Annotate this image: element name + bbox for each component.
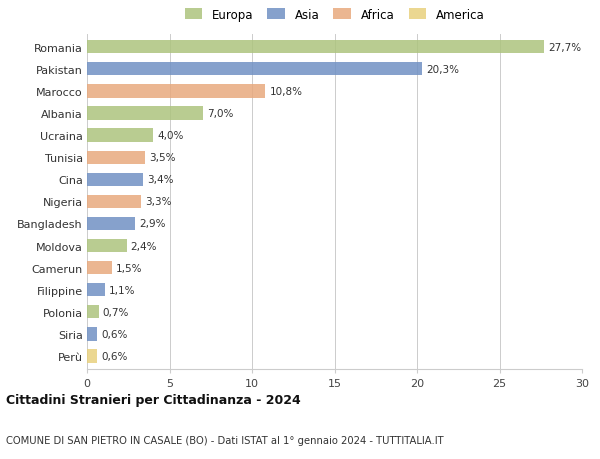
Bar [87,63,422,76]
Text: 2,4%: 2,4% [131,241,157,251]
Bar [87,107,203,120]
Bar [87,196,142,208]
Text: 1,1%: 1,1% [109,285,136,295]
Text: 1,5%: 1,5% [116,263,142,273]
Bar [87,350,97,363]
Text: 7,0%: 7,0% [206,109,233,119]
Text: 4,0%: 4,0% [157,131,184,141]
Text: COMUNE DI SAN PIETRO IN CASALE (BO) - Dati ISTAT al 1° gennaio 2024 - TUTTITALIA: COMUNE DI SAN PIETRO IN CASALE (BO) - Da… [6,435,443,445]
Text: 3,4%: 3,4% [147,175,174,185]
Bar [87,284,105,297]
Text: Cittadini Stranieri per Cittadinanza - 2024: Cittadini Stranieri per Cittadinanza - 2… [6,393,301,406]
Bar [87,328,97,341]
Bar [87,218,135,230]
Text: 0,6%: 0,6% [101,329,127,339]
Bar [87,151,145,164]
Bar [87,129,153,142]
Bar [87,306,98,319]
Bar [87,174,143,186]
Text: 10,8%: 10,8% [269,87,302,97]
Bar [87,240,127,252]
Text: 0,7%: 0,7% [103,307,129,317]
Bar [87,41,544,54]
Legend: Europa, Asia, Africa, America: Europa, Asia, Africa, America [181,5,488,25]
Text: 27,7%: 27,7% [548,43,581,53]
Text: 3,3%: 3,3% [146,197,172,207]
Text: 3,5%: 3,5% [149,153,175,163]
Bar [87,85,265,98]
Text: 20,3%: 20,3% [426,65,459,75]
Text: 0,6%: 0,6% [101,351,127,361]
Text: 2,9%: 2,9% [139,219,166,229]
Bar [87,262,112,274]
